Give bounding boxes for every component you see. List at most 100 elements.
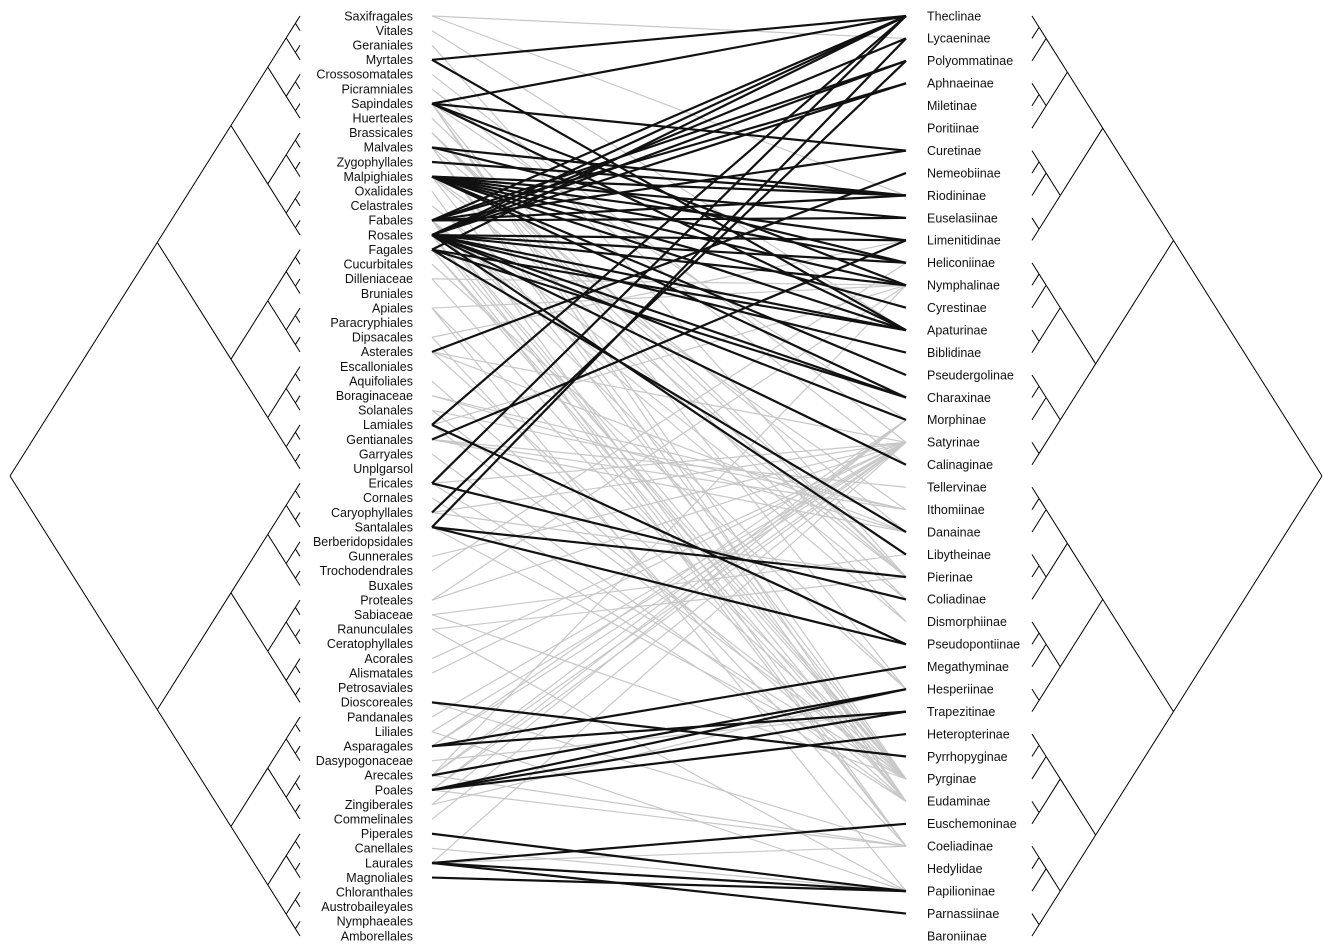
plant-label-paracryphiales: Paracryphiales <box>330 316 413 330</box>
strong-link-rosales-theclinae <box>431 15 907 237</box>
plant-branch-83 <box>294 599 301 608</box>
butterfly-branch-73 <box>1059 834 1097 892</box>
plant-label-dioscoreales: Dioscoreales <box>341 696 413 710</box>
plant-branch-41 <box>267 300 287 331</box>
plant-branch-48 <box>230 358 269 418</box>
weak-link-ranunculales-pierinae <box>431 576 907 630</box>
plant-branch-59 <box>294 431 301 440</box>
plant-branch-119 <box>267 884 287 915</box>
plant-label-laurales: Laurales <box>365 856 413 870</box>
plant-label-cornales: Cornales <box>363 491 413 505</box>
weak-link-poales-morphinae <box>431 419 907 791</box>
butterfly-label-charaxinae: Charaxinae <box>927 391 991 405</box>
plant-branch-1 <box>156 125 232 243</box>
butterfly-branch-39 <box>1031 442 1040 454</box>
weak-link-arecales-morphinae <box>431 419 907 776</box>
butterfly-branch-6 <box>1031 26 1040 39</box>
plant-label-vitales: Vitales <box>376 24 413 38</box>
weak-link-gentianales-danainae <box>431 438 907 533</box>
plant-branch-7 <box>285 37 296 53</box>
strong-link-santalales-lycaeninae <box>431 37 907 528</box>
plant-branch-23 <box>294 161 301 170</box>
strong-link-myrtales-theclinae <box>431 14 907 61</box>
butterfly-branch-59 <box>1031 644 1047 667</box>
plant-branch-105 <box>285 782 296 798</box>
plant-branch-123 <box>285 913 296 929</box>
butterfly-branch-1 <box>1102 127 1174 241</box>
butterfly-label-baroniinae: Baroniinae <box>927 929 987 943</box>
butterfly-label-coliadinae: Coliadinae <box>927 593 986 607</box>
strong-link-poales-heteropterinae <box>431 732 907 792</box>
weak-link-vitales-apaturinae <box>431 30 907 331</box>
butterfly-branch-54 <box>1059 599 1104 667</box>
plant-branch-79 <box>294 577 301 586</box>
strong-link-santalales-pseudopontiinae <box>431 526 907 646</box>
butterfly-label-cyrestinae: Cyrestinae <box>927 301 987 315</box>
plant-branch-57 <box>285 431 296 448</box>
butterfly-label-lycaeninae: Lycaeninae <box>927 32 991 46</box>
butterfly-branch-29 <box>1038 307 1061 342</box>
butterfly-label-calinaginae: Calinaginae <box>927 458 993 472</box>
plant-branch-27 <box>294 190 301 199</box>
weak-link-fagales-pyrginae <box>431 249 907 780</box>
weak-link-ericales-satyrinae <box>431 441 907 484</box>
strong-link-rosales-polyommatinae <box>431 59 907 237</box>
plant-branch-33 <box>230 300 269 360</box>
plant-label-santalales: Santalales <box>355 520 413 534</box>
butterfly-branch-61 <box>1031 688 1040 701</box>
strong-link-rosales-lycaeninae <box>431 37 907 237</box>
plant-branch-100 <box>294 723 301 732</box>
plant-branch-11 <box>285 81 296 97</box>
plant-label-magnoliales: Magnoliales <box>346 871 413 885</box>
plant-branch-76 <box>294 548 301 557</box>
plant-branch-17 <box>230 125 269 185</box>
plant-branch-82 <box>285 607 296 623</box>
strong-link-santalales-pierinae <box>431 526 907 579</box>
butterfly-label-papilioninae: Papilioninae <box>927 884 995 898</box>
plant-branch-52 <box>294 373 301 382</box>
plant-branch-89 <box>285 665 296 681</box>
plant-label-zingiberales: Zingiberales <box>345 798 413 812</box>
plant-branch-3 <box>267 37 287 68</box>
butterfly-branch-62 <box>1031 700 1040 712</box>
butterfly-branch-17 <box>1031 161 1040 174</box>
plant-label-bruniales: Bruniales <box>361 287 413 301</box>
plant-branch-90 <box>294 658 301 667</box>
strong-link-lamiales-theclinae <box>431 15 907 426</box>
butterfly-branch-79 <box>1038 890 1061 926</box>
strong-link-sapindales-nymphalinae <box>431 102 907 287</box>
plant-branch-39 <box>294 278 301 287</box>
weak-link-zingiberales-hesperiinae <box>431 688 907 806</box>
plant-branch-109 <box>294 804 301 813</box>
butterfly-branch-33 <box>1045 397 1061 421</box>
plant-branch-36 <box>294 249 301 258</box>
butterfly-branch-70 <box>1038 778 1061 813</box>
butterfly-label-euschemoninae: Euschemoninae <box>927 817 1017 831</box>
butterfly-branch-37 <box>1031 397 1047 421</box>
butterfly-label-limenitidinae: Limenitidinae <box>927 234 1001 248</box>
plant-branch-22 <box>285 154 296 170</box>
plant-label-crossosomatales: Crossosomatales <box>316 68 413 82</box>
plant-label-asterales: Asterales <box>361 345 413 359</box>
plant-label-amborellales: Amborellales <box>341 929 413 943</box>
plant-branch-111 <box>230 826 269 886</box>
plant-label-aquifoliales: Aquifoliales <box>349 374 413 388</box>
plant-branch-16 <box>294 110 301 119</box>
strong-link-fabales-theclinae <box>431 14 907 222</box>
butterfly-branch-5 <box>1031 15 1040 28</box>
butterfly-label-nemeobiinae: Nemeobiinae <box>927 166 1001 180</box>
plant-label-sabiaceae: Sabiaceae <box>354 608 413 622</box>
plant-branch-92 <box>285 680 296 696</box>
plant-branch-71 <box>294 512 301 521</box>
plant-label-ceratophyllales: Ceratophyllales <box>327 637 413 651</box>
butterfly-label-parnassiinae: Parnassiinae <box>927 907 999 921</box>
plant-label-austrobaileyales: Austrobaileyales <box>321 900 413 914</box>
strong-link-sapindales-curetinae <box>431 102 907 152</box>
plant-branch-46 <box>294 337 301 345</box>
plant-label-trochodendrales: Trochodendrales <box>320 564 413 578</box>
plant-label-brassicales: Brassicales <box>349 126 413 140</box>
strong-link-sapindales-theclinae <box>431 14 907 105</box>
plant-label-dipsacales: Dipsacales <box>352 331 413 345</box>
butterfly-branch-38 <box>1038 419 1061 454</box>
butterfly-label-coeliadinae: Coeliadinae <box>927 840 993 854</box>
